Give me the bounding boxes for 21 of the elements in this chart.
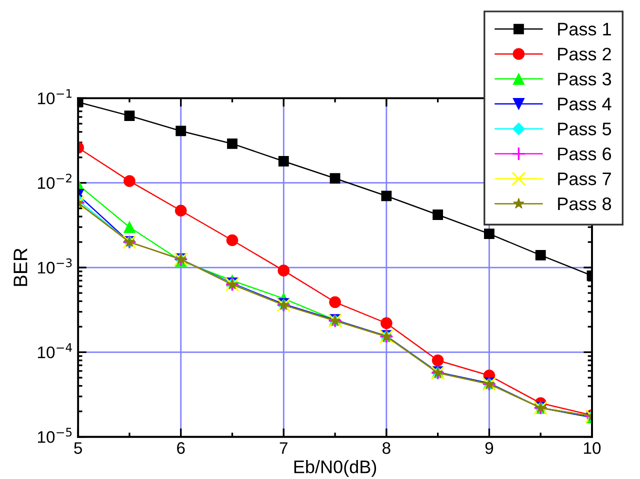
x-tick-label: 6 <box>177 442 185 454</box>
y-tick-label: 10$^{−5}$ <box>38 428 72 443</box>
x-tick-label: 5 <box>74 442 82 454</box>
x-tick-label: 7 <box>280 442 288 454</box>
legend-label: Pass 5 <box>558 122 612 136</box>
x-axis-title: Eb/N0(dB) <box>294 460 376 477</box>
x-tick-label: 9 <box>485 442 494 454</box>
legend-label: Pass 2 <box>558 48 611 60</box>
legend-label: Pass 7 <box>558 172 611 186</box>
x-tick-label: 8 <box>382 442 390 454</box>
legend-label: Pass 6 <box>558 148 612 160</box>
y-tick-label: 10$^{−3}$ <box>38 258 72 274</box>
y-tick-label: 10$^{−2}$ <box>38 174 72 189</box>
y-tick-label: 10$^{−4}$ <box>38 343 72 358</box>
y-tick-label: 10$^{−1}$ <box>38 89 72 104</box>
legend-label: Pass 3 <box>558 72 612 86</box>
legend-label: Pass 8 <box>558 197 612 210</box>
x-tick-label: 10 <box>584 442 601 454</box>
legend-label: Pass 1 <box>558 22 611 36</box>
y-axis-title: BER <box>14 248 28 286</box>
legend-label: Pass 4 <box>558 98 612 110</box>
